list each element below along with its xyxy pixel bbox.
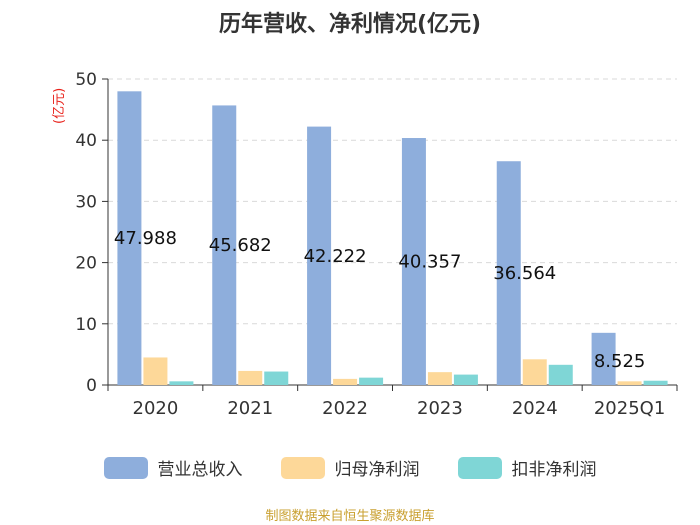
y-tick-label: 10 <box>75 315 97 335</box>
bar-net-profit <box>427 372 452 385</box>
legend-label-net-profit: 归母净利润 <box>334 460 420 480</box>
legend-item-deducted-profit[interactable]: 扣非净利润 <box>457 455 597 480</box>
bar-revenue <box>307 126 332 386</box>
bar-net-profit <box>333 378 358 385</box>
x-tick-label: 2025Q1 <box>594 398 665 419</box>
y-tick-label: 0 <box>86 376 97 396</box>
y-tick-label: 20 <box>75 254 97 274</box>
bar-net-profit <box>238 370 263 385</box>
x-tick-label: 2023 <box>417 398 463 419</box>
data-label-revenue: 47.988 <box>114 228 177 249</box>
data-label-revenue: 36.564 <box>493 263 556 284</box>
y-tick-label: 30 <box>75 192 97 212</box>
legend-swatch-net-profit <box>280 456 325 479</box>
x-tick-label: 2024 <box>512 398 558 419</box>
legend-label-revenue: 营业总收入 <box>157 460 243 480</box>
legend-item-net-profit[interactable]: 归母净利润 <box>280 455 420 480</box>
bar-revenue <box>117 91 142 385</box>
bar-revenue <box>496 161 521 385</box>
y-tick-label: 40 <box>75 131 97 151</box>
bar-deducted-profit <box>169 381 194 385</box>
bar-net-profit <box>143 357 168 385</box>
legend-label-deducted-profit: 扣非净利润 <box>511 460 597 480</box>
bar-deducted-profit <box>643 380 668 385</box>
legend-item-revenue[interactable]: 营业总收入 <box>103 455 243 480</box>
legend-swatch-revenue <box>103 456 148 479</box>
bar-revenue <box>212 105 237 386</box>
bar-deducted-profit <box>359 377 384 385</box>
bar-revenue <box>401 138 426 385</box>
data-label-revenue: 40.357 <box>398 252 461 273</box>
x-tick-label: 2022 <box>322 398 368 419</box>
bar-deducted-profit <box>264 371 289 385</box>
bar-chart: 0 10 20 30 40 50 2020 2021 2022 2023 2024 2025Q1 47.… <box>75 70 678 419</box>
chart-title: 历年营收、净利情况(亿元) <box>218 12 482 37</box>
legend-swatch-deducted-profit <box>457 456 502 479</box>
bar-net-profit <box>617 381 642 385</box>
x-tick-label: 2021 <box>227 398 273 419</box>
bar-deducted-profit <box>548 364 573 385</box>
data-label-revenue: 8.525 <box>594 351 646 372</box>
x-tick-label: 2020 <box>133 398 179 419</box>
y-tick-label: 50 <box>75 70 97 90</box>
data-label-revenue: 45.682 <box>209 235 272 256</box>
bar-net-profit <box>522 359 547 385</box>
bar-deducted-profit <box>453 374 478 385</box>
bar-revenue <box>591 332 616 385</box>
chart-legend: 营业总收入 归母净利润 扣非净利润 <box>0 455 700 480</box>
data-source-note: 制图数据来自恒生聚源数据库 <box>265 509 435 524</box>
data-label-revenue: 42.222 <box>304 246 367 267</box>
